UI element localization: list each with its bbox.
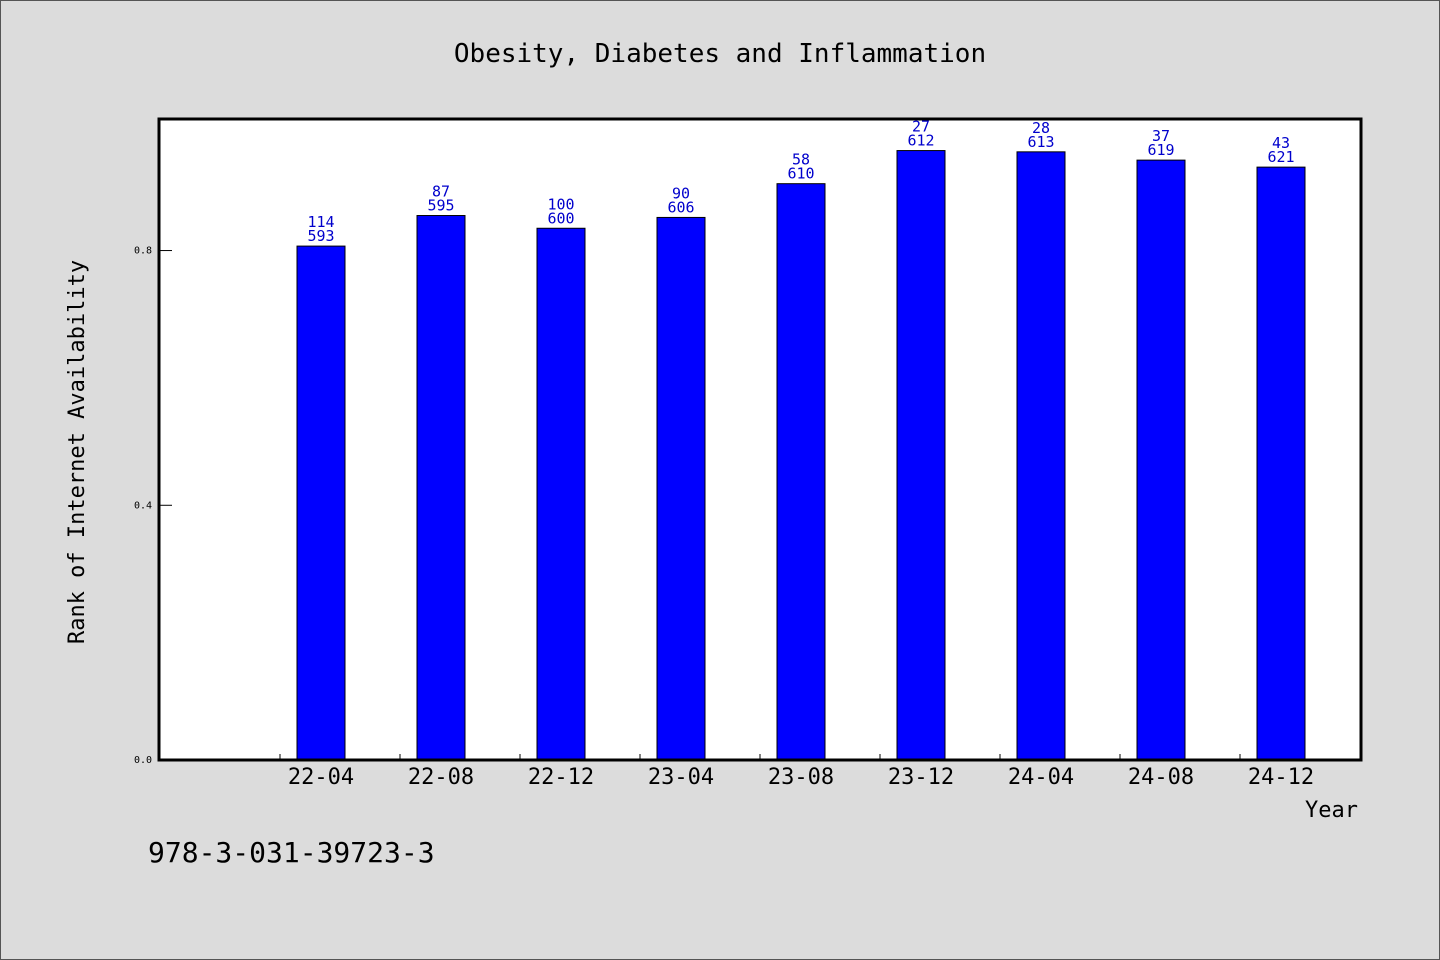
x-tick-label: 24-08 — [1128, 765, 1194, 790]
bar-label-bottom: 595 — [427, 197, 454, 215]
bar — [296, 245, 346, 761]
bar-label-bottom: 600 — [547, 209, 574, 227]
bar-label-bottom: 593 — [307, 227, 334, 245]
bar-label-top: 27 — [912, 118, 930, 136]
bar-label-top: 114 — [307, 213, 334, 231]
x-tick-label: 22-04 — [288, 765, 354, 790]
bar-label-top: 90 — [672, 184, 690, 202]
x-tick-label: 23-12 — [888, 765, 954, 790]
plot-border — [157, 117, 1363, 762]
bar — [1256, 166, 1306, 761]
bar — [656, 216, 706, 761]
bar — [1136, 159, 1186, 761]
x-tick-label: 24-04 — [1008, 765, 1074, 790]
x-tick-label: 22-12 — [528, 765, 594, 790]
bar — [416, 215, 466, 761]
x-tick-label: 23-08 — [768, 765, 834, 790]
chart-title: Obesity, Diabetes and Inflammation — [454, 39, 986, 69]
x-tick-label: 24-12 — [1248, 765, 1314, 790]
x-axis-label: Year — [1305, 798, 1358, 823]
bar-label-bottom: 606 — [667, 198, 694, 216]
bar-label-bottom: 610 — [787, 165, 814, 183]
y-tick-label: 0.0 — [134, 755, 152, 766]
bar — [536, 227, 586, 761]
bar-label-top: 58 — [792, 151, 810, 169]
bar — [896, 150, 946, 761]
bar-label-top: 100 — [547, 195, 574, 213]
bar-label-top: 87 — [432, 183, 450, 201]
bar-label-bottom: 613 — [1027, 133, 1054, 151]
bar-label-bottom: 612 — [907, 132, 934, 150]
bar-label-bottom: 619 — [1147, 141, 1174, 159]
bar-label-top: 43 — [1272, 134, 1290, 152]
bar-label-top: 28 — [1032, 119, 1050, 137]
isbn-note: 978-3-031-39723-3 — [148, 836, 435, 869]
bar-label-bottom: 621 — [1267, 148, 1294, 166]
bar — [1016, 151, 1066, 761]
bar-label-top: 37 — [1152, 127, 1170, 145]
bar — [776, 183, 826, 761]
y-tick-label: 0.8 — [134, 246, 152, 257]
y-tick-label: 0.4 — [134, 500, 152, 511]
y-axis-label: Rank of Internet Availability — [65, 260, 90, 644]
x-tick-label: 22-08 — [408, 765, 474, 790]
x-axis: 22-04 22-08 22-12 23-04 23-08 23-12 24-04 24-08… — [279, 754, 1314, 790]
x-tick-label: 23-04 — [648, 765, 714, 790]
